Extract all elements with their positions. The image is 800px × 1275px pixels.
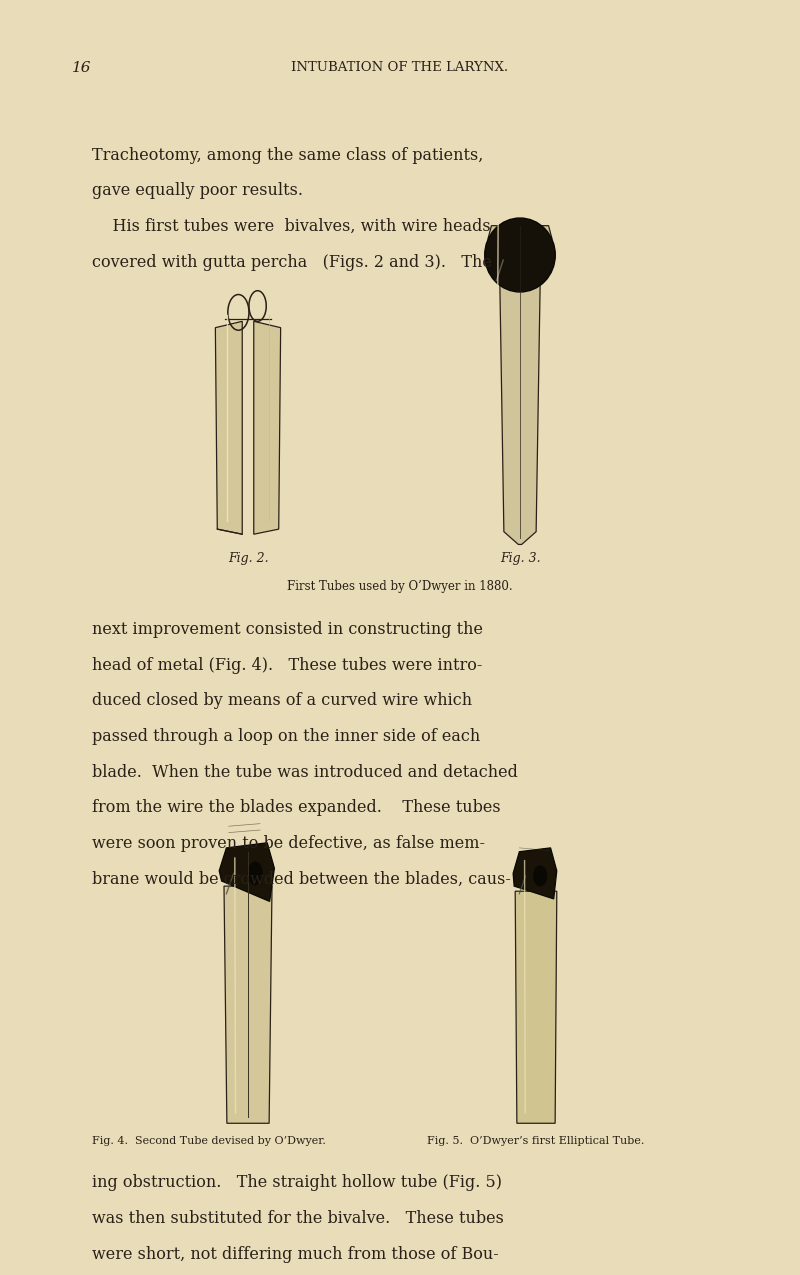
Polygon shape <box>254 321 281 534</box>
Text: Fig. 2.: Fig. 2. <box>228 552 268 565</box>
Text: head of metal (Fig. 4).   These tubes were intro-: head of metal (Fig. 4). These tubes were… <box>92 657 482 673</box>
Polygon shape <box>488 226 552 544</box>
Polygon shape <box>224 886 272 1123</box>
Ellipse shape <box>248 862 262 885</box>
Text: Fig. 4.  Second Tube devised by O’Dwyer.: Fig. 4. Second Tube devised by O’Dwyer. <box>92 1136 326 1146</box>
Polygon shape <box>515 891 557 1123</box>
Polygon shape <box>513 848 557 899</box>
Text: Fig. 3.: Fig. 3. <box>500 552 540 565</box>
Text: were short, not differing much from those of Bou-: were short, not differing much from thos… <box>92 1246 498 1262</box>
Text: were soon proven to be defective, as false mem-: were soon proven to be defective, as fal… <box>92 835 485 852</box>
Ellipse shape <box>534 866 547 886</box>
Text: His first tubes were  bivalves, with wire heads: His first tubes were bivalves, with wire… <box>92 218 490 235</box>
Text: from the wire the blades expanded.    These tubes: from the wire the blades expanded. These… <box>92 799 501 816</box>
Text: was then substituted for the bivalve.   These tubes: was then substituted for the bivalve. Th… <box>92 1210 504 1227</box>
Text: duced closed by means of a curved wire which: duced closed by means of a curved wire w… <box>92 692 472 709</box>
Polygon shape <box>219 843 274 901</box>
Text: INTUBATION OF THE LARYNX.: INTUBATION OF THE LARYNX. <box>291 61 509 74</box>
Text: next improvement consisted in constructing the: next improvement consisted in constructi… <box>92 621 483 638</box>
Ellipse shape <box>485 218 555 292</box>
Text: Tracheotomy, among the same class of patients,: Tracheotomy, among the same class of pat… <box>92 147 483 163</box>
Text: covered with gutta percha   (Figs. 2 and 3).   The: covered with gutta percha (Figs. 2 and 3… <box>92 254 492 270</box>
Text: 16: 16 <box>72 61 91 75</box>
Text: gave equally poor results.: gave equally poor results. <box>92 182 303 199</box>
Text: brane would be crowded between the blades, caus-: brane would be crowded between the blade… <box>92 871 511 887</box>
Text: First Tubes used by O’Dwyer in 1880.: First Tubes used by O’Dwyer in 1880. <box>287 580 513 593</box>
Text: ing obstruction.   The straight hollow tube (Fig. 5): ing obstruction. The straight hollow tub… <box>92 1174 502 1191</box>
Text: blade.  When the tube was introduced and detached: blade. When the tube was introduced and … <box>92 764 518 780</box>
Text: Fig. 5.  O’Dwyer’s first Elliptical Tube.: Fig. 5. O’Dwyer’s first Elliptical Tube. <box>427 1136 645 1146</box>
Text: passed through a loop on the inner side of each: passed through a loop on the inner side … <box>92 728 480 745</box>
Polygon shape <box>215 321 242 534</box>
